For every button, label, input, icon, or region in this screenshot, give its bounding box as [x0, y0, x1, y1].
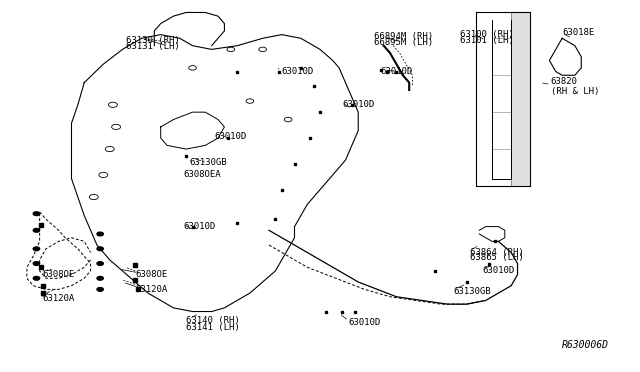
Circle shape: [97, 232, 103, 236]
Circle shape: [33, 262, 40, 265]
Text: R630006D: R630006D: [562, 340, 609, 350]
Text: 63120A: 63120A: [43, 294, 75, 303]
Text: 63101 (LH): 63101 (LH): [460, 36, 514, 45]
Text: 63010D: 63010D: [183, 222, 215, 231]
Text: 6308OEA: 6308OEA: [183, 170, 221, 179]
Text: 63130 (RH): 63130 (RH): [125, 36, 179, 45]
Circle shape: [33, 228, 40, 232]
Text: 63120A: 63120A: [135, 285, 168, 294]
Circle shape: [33, 247, 40, 251]
Text: 63100 (RH): 63100 (RH): [460, 30, 514, 39]
Text: 63010D: 63010D: [342, 100, 374, 109]
Text: 63130GB: 63130GB: [454, 287, 492, 296]
Text: 63140 (RH): 63140 (RH): [186, 316, 240, 325]
Circle shape: [97, 262, 103, 265]
Text: 6308OE: 6308OE: [43, 270, 75, 279]
Text: 63141 (LH): 63141 (LH): [186, 323, 240, 331]
Text: 63010D: 63010D: [282, 67, 314, 76]
Circle shape: [33, 276, 40, 280]
Text: 63010D: 63010D: [483, 266, 515, 275]
Circle shape: [97, 247, 103, 251]
Text: 63010D: 63010D: [215, 132, 247, 141]
Text: 63131 (LH): 63131 (LH): [125, 42, 179, 51]
Text: 63130GB: 63130GB: [189, 157, 227, 167]
Text: 66895M (LH): 66895M (LH): [374, 38, 433, 47]
Polygon shape: [511, 13, 531, 186]
Text: 6308OE: 6308OE: [135, 270, 168, 279]
Text: 66894M (RH): 66894M (RH): [374, 32, 433, 41]
Circle shape: [33, 212, 40, 215]
Text: 63010D: 63010D: [381, 67, 413, 76]
Circle shape: [97, 288, 103, 291]
Text: 63864 (RH): 63864 (RH): [470, 248, 524, 257]
Text: 63820
(RH & LH): 63820 (RH & LH): [550, 77, 599, 96]
Circle shape: [97, 276, 103, 280]
Text: 63865 (LH): 63865 (LH): [470, 253, 524, 263]
Text: 63018E: 63018E: [562, 28, 595, 37]
Text: 63010D: 63010D: [349, 318, 381, 327]
